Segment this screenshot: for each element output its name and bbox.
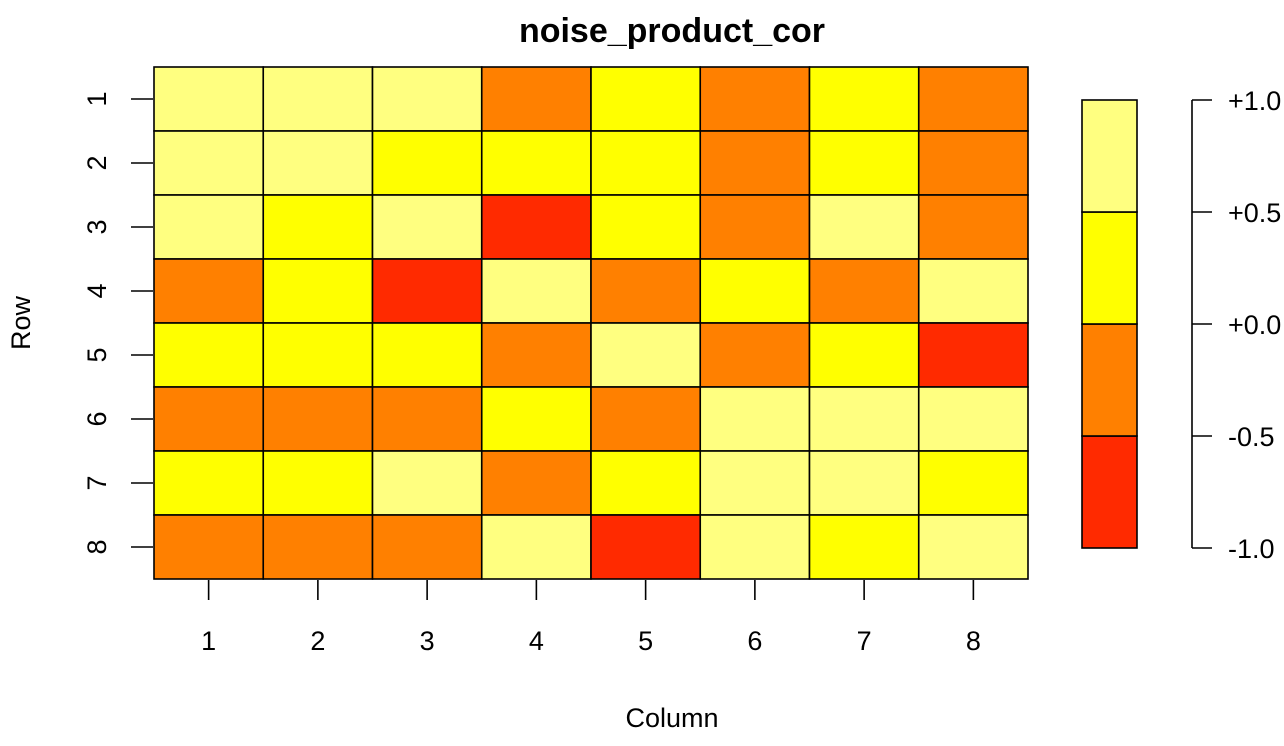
heatmap-cell-r3-c6 <box>699 194 811 260</box>
colorbar-bin <box>1081 99 1138 213</box>
heatmap-cell-r6-c4 <box>480 386 592 452</box>
heatmap-cell-r1-c2 <box>262 66 374 132</box>
x-tick-label: 2 <box>310 626 325 656</box>
heatmap-cell-r7-c6 <box>699 450 811 516</box>
heatmap-grid <box>153 66 1029 580</box>
heatmap-cell-r7-c5 <box>590 450 702 516</box>
y-axis: 1 2 3 4 5 6 7 8 <box>82 91 153 555</box>
heatmap-cell-r8-c3 <box>371 514 483 580</box>
y-tick-label: 3 <box>82 219 112 234</box>
heatmap-cell-r4-c2 <box>262 258 374 324</box>
y-tick-label: 5 <box>82 347 112 362</box>
heatmap-cell-r7-c2 <box>262 450 374 516</box>
colorbar-bin <box>1081 435 1138 549</box>
colorbar-bin <box>1081 323 1138 437</box>
chart-title: noise_product_cor <box>519 12 825 50</box>
heatmap-cell-r6-c3 <box>371 386 483 452</box>
colorbar-axis: -1.0 -0.5 +0.0 +0.5 +1.0 <box>1191 86 1281 564</box>
heatmap-cell-r3-c5 <box>590 194 702 260</box>
heatmap-cell-r7-c7 <box>808 450 920 516</box>
heatmap-cell-r5-c8 <box>917 322 1029 388</box>
colorbar-tick-label: +0.5 <box>1228 198 1281 228</box>
x-tick-label: 4 <box>529 626 544 656</box>
heatmap-cell-r4-c1 <box>153 258 265 324</box>
y-tick-label: 4 <box>82 283 112 298</box>
heatmap-cell-r8-c2 <box>262 514 374 580</box>
x-tick-label: 6 <box>747 626 762 656</box>
heatmap-cell-r8-c8 <box>917 514 1029 580</box>
colorbar <box>1081 99 1138 549</box>
heatmap-cell-r4-c3 <box>371 258 483 324</box>
colorbar-tick-label: -1.0 <box>1228 534 1275 564</box>
heatmap-cell-r6-c2 <box>262 386 374 452</box>
x-tick-label: 1 <box>201 626 216 656</box>
x-tick-label: 5 <box>638 626 653 656</box>
heatmap-cell-r7-c8 <box>917 450 1029 516</box>
x-tick-label: 8 <box>966 626 981 656</box>
heatmap-cell-r3-c4 <box>480 194 592 260</box>
y-tick-label: 1 <box>82 91 112 106</box>
heatmap-cell-r8-c4 <box>480 514 592 580</box>
heatmap-cell-r6-c1 <box>153 386 265 452</box>
heatmap-cell-r4-c8 <box>917 258 1029 324</box>
y-axis-label: Row <box>6 295 36 350</box>
heatmap-cell-r4-c4 <box>480 258 592 324</box>
heatmap-cell-r1-c5 <box>590 66 702 132</box>
colorbar-tick-label: +0.0 <box>1228 310 1281 340</box>
heatmap-cell-r4-c7 <box>808 258 920 324</box>
heatmap-cell-r3-c3 <box>371 194 483 260</box>
heatmap-cell-r1-c4 <box>480 66 592 132</box>
x-tick-label: 3 <box>420 626 435 656</box>
heatmap-cell-r8-c5 <box>590 514 702 580</box>
heatmap-cell-r2-c7 <box>808 130 920 196</box>
heatmap-cell-r2-c2 <box>262 130 374 196</box>
y-tick-label: 7 <box>82 475 112 490</box>
heatmap-cell-r2-c8 <box>917 130 1029 196</box>
colorbar-tick-label: +1.0 <box>1228 86 1281 116</box>
heatmap-cell-r4-c5 <box>590 258 702 324</box>
heatmap-cell-r5-c6 <box>699 322 811 388</box>
heatmap-cell-r1-c8 <box>917 66 1029 132</box>
heatmap-cell-r8-c7 <box>808 514 920 580</box>
heatmap-cell-r5-c5 <box>590 322 702 388</box>
y-tick-label: 2 <box>82 155 112 170</box>
heatmap-cell-r5-c1 <box>153 322 265 388</box>
heatmap-cell-r5-c3 <box>371 322 483 388</box>
heatmap-cell-r1-c1 <box>153 66 265 132</box>
y-tick-label: 6 <box>82 411 112 426</box>
heatmap-cell-r5-c7 <box>808 322 920 388</box>
heatmap-cell-r8-c1 <box>153 514 265 580</box>
heatmap-cell-r6-c7 <box>808 386 920 452</box>
heatmap-cell-r3-c1 <box>153 194 265 260</box>
heatmap-cell-r1-c6 <box>699 66 811 132</box>
x-axis: 1 2 3 4 5 6 7 8 <box>201 580 981 656</box>
heatmap-cell-r2-c5 <box>590 130 702 196</box>
y-tick-label: 8 <box>82 539 112 554</box>
heatmap-cell-r2-c6 <box>699 130 811 196</box>
heatmap-cell-r1-c7 <box>808 66 920 132</box>
heatmap-cell-r6-c6 <box>699 386 811 452</box>
heatmap-cell-r2-c3 <box>371 130 483 196</box>
colorbar-tick-label: -0.5 <box>1228 422 1275 452</box>
heatmap-cell-r6-c5 <box>590 386 702 452</box>
heatmap-cell-r7-c4 <box>480 450 592 516</box>
heatmap-cell-r2-c4 <box>480 130 592 196</box>
heatmap-cell-r1-c3 <box>371 66 483 132</box>
heatmap-cell-r7-c3 <box>371 450 483 516</box>
heatmap-cell-r4-c6 <box>699 258 811 324</box>
heatmap-cell-r2-c1 <box>153 130 265 196</box>
heatmap-cell-r3-c2 <box>262 194 374 260</box>
heatmap-cell-r3-c7 <box>808 194 920 260</box>
heatmap-cell-r5-c4 <box>480 322 592 388</box>
heatmap-cell-r7-c1 <box>153 450 265 516</box>
heatmap-cell-r8-c6 <box>699 514 811 580</box>
x-tick-label: 7 <box>857 626 872 656</box>
heatmap-cell-r3-c8 <box>917 194 1029 260</box>
heatmap-cell-r6-c8 <box>917 386 1029 452</box>
heatmap-cell-r5-c2 <box>262 322 374 388</box>
x-axis-label: Column <box>625 703 718 733</box>
colorbar-bin <box>1081 211 1138 325</box>
